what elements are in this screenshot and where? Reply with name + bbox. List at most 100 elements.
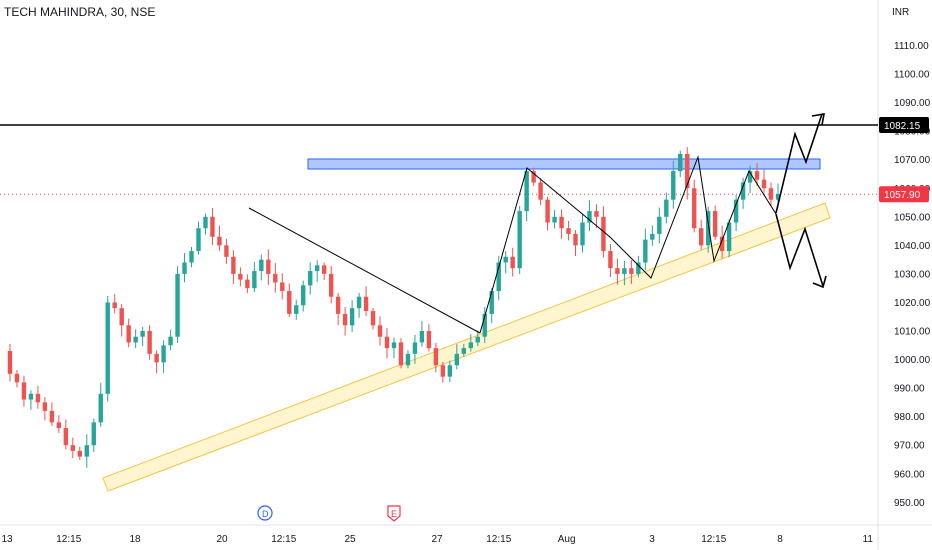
y-tick-label: 970.00 xyxy=(894,441,925,452)
candle-body xyxy=(189,251,194,263)
y-tick-label: 1000.00 xyxy=(894,355,931,366)
bearish-projection-path[interactable] xyxy=(775,213,824,287)
candle-body xyxy=(740,182,746,200)
x-tick-label: 27 xyxy=(432,534,444,545)
candle-body xyxy=(370,311,376,326)
candle-body xyxy=(629,268,634,274)
candle-body xyxy=(308,271,313,286)
price-label-text: 1082.15 xyxy=(884,121,921,132)
candle-body xyxy=(566,228,571,234)
earnings-marker-icon[interactable] xyxy=(387,505,401,522)
candle-body xyxy=(217,236,222,246)
candle-body xyxy=(664,199,669,217)
candle-body xyxy=(314,265,320,272)
y-tick-label: 1040.00 xyxy=(894,241,931,252)
currency-label: INR xyxy=(892,7,909,18)
y-tick-label: 1020.00 xyxy=(894,298,931,309)
candle-body xyxy=(461,348,467,354)
candle-body xyxy=(196,228,201,252)
candle-body xyxy=(335,296,341,314)
candle-body xyxy=(496,262,501,292)
candle-body xyxy=(580,222,585,246)
candle-body xyxy=(273,273,278,283)
candle-body xyxy=(678,153,683,172)
price-label-bg xyxy=(879,186,929,203)
candle-body xyxy=(363,296,369,312)
candle-body xyxy=(119,308,124,326)
candle-body xyxy=(105,302,110,394)
candle-body xyxy=(301,285,306,306)
y-tick-label: 980.00 xyxy=(894,412,925,423)
candle-body xyxy=(601,216,606,252)
y-tick-label: 1100.00 xyxy=(894,70,930,81)
candle-body xyxy=(49,410,55,423)
candle-body xyxy=(433,348,439,366)
candle-body xyxy=(210,216,215,237)
candle-body xyxy=(454,353,460,366)
y-tick-label: 1030.00 xyxy=(894,269,931,280)
candle-body xyxy=(384,336,390,349)
y-tick-label: 1010.00 xyxy=(894,327,931,338)
trend-line[interactable] xyxy=(479,155,777,334)
candle-body xyxy=(321,265,327,274)
candle-body xyxy=(754,171,760,180)
candle-body xyxy=(761,179,767,189)
candle-body xyxy=(482,313,487,337)
candle-body xyxy=(685,153,690,189)
candle-body xyxy=(587,211,592,223)
candle-body xyxy=(7,350,13,374)
x-tick-label: 12:15 xyxy=(271,534,296,545)
candle-body xyxy=(112,302,117,309)
candle-body xyxy=(252,271,257,289)
candle-body xyxy=(698,228,704,246)
candle-body xyxy=(643,239,648,263)
candle-body xyxy=(287,291,292,314)
candle-body xyxy=(259,259,264,272)
candle-body xyxy=(538,182,543,200)
candle-body xyxy=(545,199,550,223)
candle-body xyxy=(531,171,536,183)
horizontal-level-price-label: 1082.15 xyxy=(879,117,929,134)
candle-body xyxy=(280,282,285,292)
bullish-projection-path[interactable] xyxy=(775,113,823,214)
x-tick-label: 12:15 xyxy=(486,534,511,545)
candle-body xyxy=(517,211,522,269)
candle-body xyxy=(705,211,711,246)
candle-body xyxy=(77,450,83,457)
candle-body xyxy=(182,262,187,274)
candle-body xyxy=(573,233,578,246)
candle-body xyxy=(98,393,103,423)
candle-body xyxy=(294,305,299,314)
x-tick-label: 13 xyxy=(2,534,14,545)
candle-body xyxy=(405,353,411,366)
candle-body xyxy=(161,345,166,363)
candle-body xyxy=(238,273,243,280)
candle-body xyxy=(419,331,425,343)
x-tick-label: 12:15 xyxy=(701,534,726,545)
candle-body xyxy=(608,251,613,269)
price-label-text: 1057.90 xyxy=(884,190,921,201)
candle-body xyxy=(426,331,432,349)
candle-body xyxy=(719,236,725,252)
candle-body xyxy=(28,393,34,400)
candle-body xyxy=(712,211,718,237)
dividend-marker-icon[interactable] xyxy=(257,505,273,521)
resistance-zone[interactable] xyxy=(307,158,821,170)
symbol-title: TECH MAHINDRA, 30, NSE xyxy=(4,5,156,19)
trend-line[interactable] xyxy=(248,207,481,334)
y-tick-label: 1110.00 xyxy=(894,41,929,52)
candle-body xyxy=(447,365,453,377)
event-marker-d[interactable]: D xyxy=(257,505,273,521)
candle-body xyxy=(21,382,27,400)
price-label-bg xyxy=(879,117,929,134)
x-tick-label: 20 xyxy=(217,534,229,545)
candle-body xyxy=(147,331,152,354)
x-tick-label: 11 xyxy=(863,534,874,545)
candle-body xyxy=(84,445,89,457)
candle-body xyxy=(203,216,208,229)
down-arrow-head-icon xyxy=(812,275,827,289)
event-marker-e[interactable]: E xyxy=(387,505,401,522)
candle-body xyxy=(594,211,599,217)
x-tick-label: 18 xyxy=(130,534,142,545)
